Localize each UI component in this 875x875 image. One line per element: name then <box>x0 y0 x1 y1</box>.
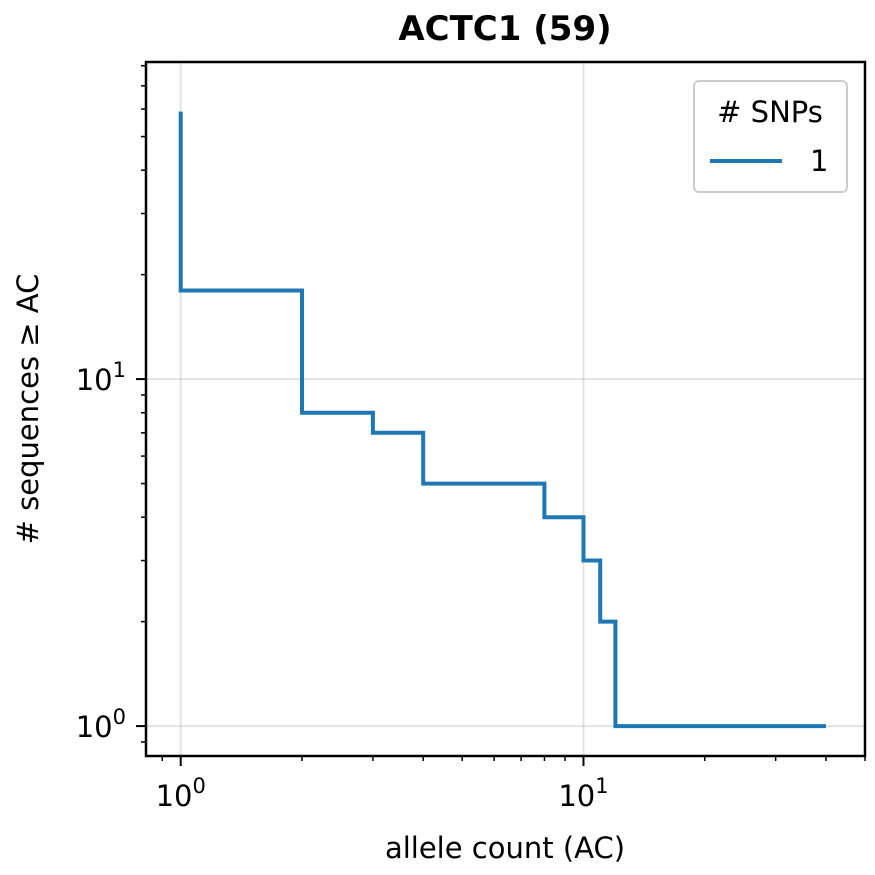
ticks: 100 101 100 101 <box>76 64 866 813</box>
series-layer <box>178 111 826 729</box>
series-line-1 <box>178 111 826 729</box>
legend-entry-label: 1 <box>810 144 828 178</box>
legend-title: # SNPs <box>717 95 823 129</box>
grid <box>146 62 865 756</box>
legend-box <box>693 80 848 193</box>
x-tick-label: 101 <box>558 774 608 813</box>
x-tick-label: 100 <box>156 774 206 813</box>
y-axis-label: # sequences ≥ AC <box>11 274 45 545</box>
legend: # SNPs 1 <box>693 80 848 193</box>
chart-title: ACTC1 (59) <box>398 9 611 49</box>
x-axis-label: allele count (AC) <box>385 831 625 865</box>
plot-frame <box>144 60 867 758</box>
y-tick-label: 100 <box>76 705 126 744</box>
y-tick-label: 101 <box>76 358 126 397</box>
